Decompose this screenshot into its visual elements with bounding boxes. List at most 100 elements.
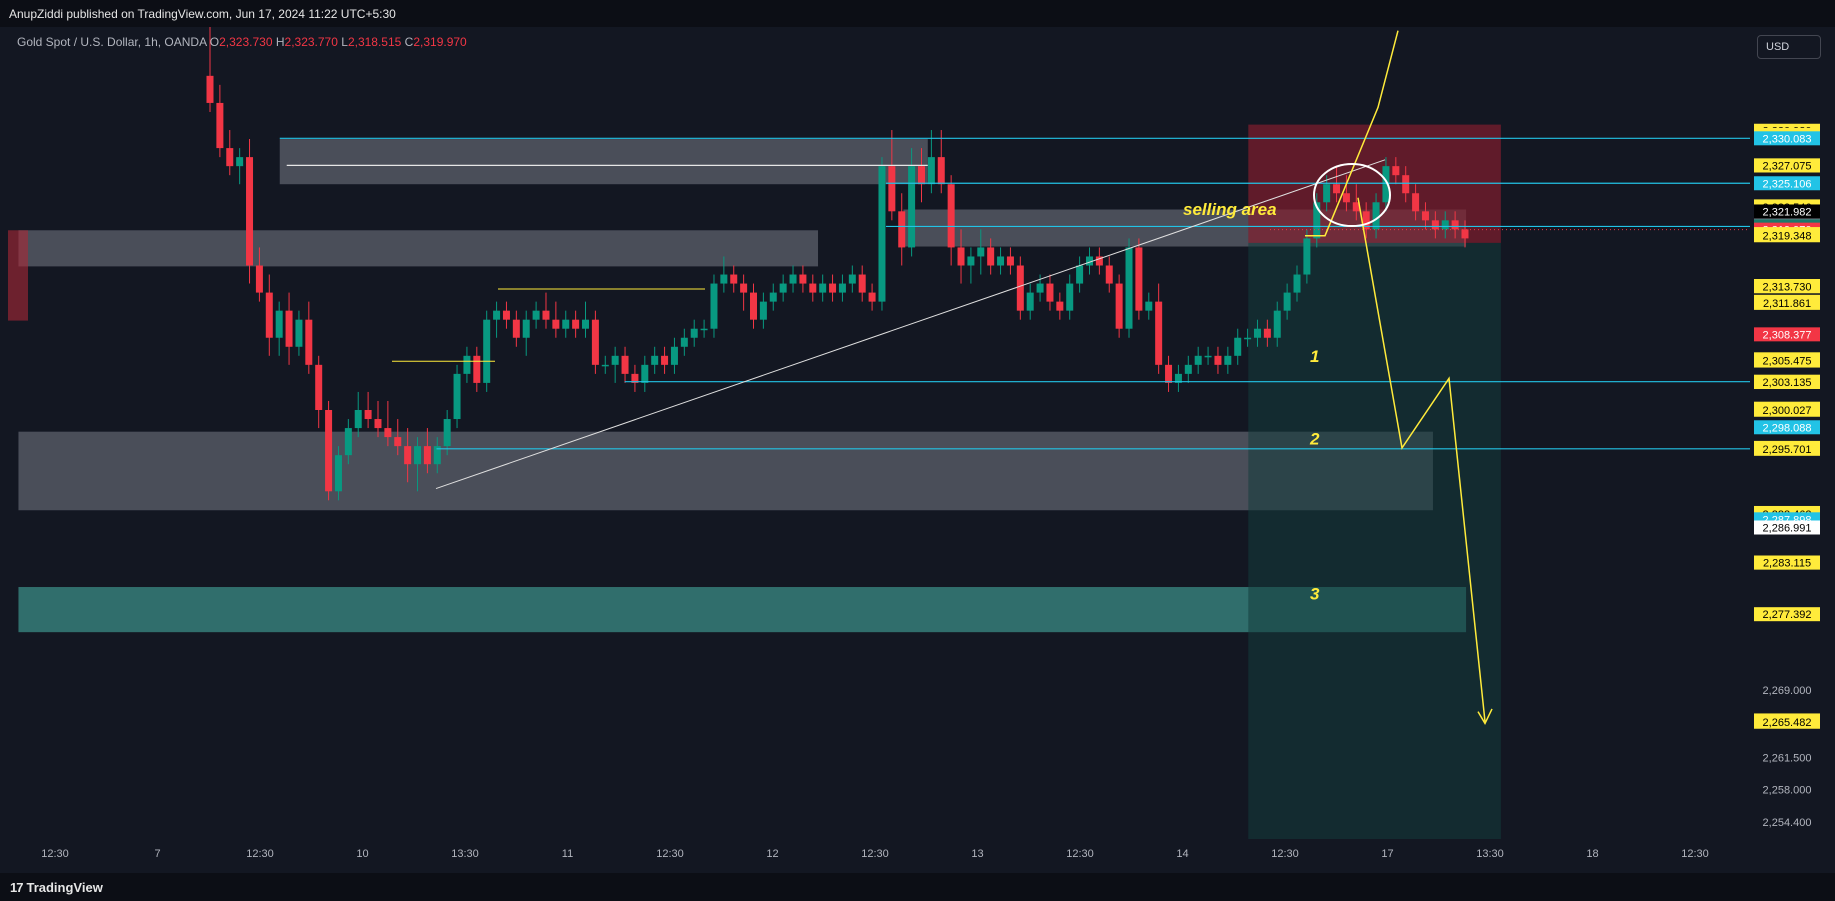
candle-body[interactable] bbox=[463, 355, 471, 374]
candle-body[interactable] bbox=[1174, 373, 1182, 383]
candle-body[interactable] bbox=[601, 364, 609, 367]
candle-body[interactable] bbox=[384, 428, 392, 438]
candle-body[interactable] bbox=[1066, 283, 1074, 311]
candle-body[interactable] bbox=[917, 166, 925, 185]
projection-path-down[interactable] bbox=[1357, 197, 1486, 722]
candle-body[interactable] bbox=[552, 319, 560, 329]
candle-body[interactable] bbox=[661, 355, 669, 365]
candle-body[interactable] bbox=[750, 292, 758, 320]
candle-body[interactable] bbox=[414, 446, 422, 465]
candle-body[interactable] bbox=[305, 319, 313, 365]
candle-body[interactable] bbox=[591, 319, 599, 365]
candle-body[interactable] bbox=[1165, 364, 1173, 383]
candle-body[interactable] bbox=[334, 455, 342, 492]
candle-body[interactable] bbox=[1263, 328, 1271, 338]
candle-body[interactable] bbox=[1283, 292, 1291, 311]
candle-body[interactable] bbox=[483, 319, 491, 383]
candle-body[interactable] bbox=[720, 274, 728, 284]
candle-body[interactable] bbox=[285, 310, 293, 347]
candle-body[interactable] bbox=[315, 364, 323, 411]
candle-body[interactable] bbox=[1461, 229, 1469, 239]
candle-body[interactable] bbox=[868, 292, 876, 302]
candle-body[interactable] bbox=[1026, 292, 1034, 311]
candle-body[interactable] bbox=[1303, 238, 1311, 275]
candle-body[interactable] bbox=[1204, 355, 1212, 358]
candle-body[interactable] bbox=[1214, 355, 1222, 365]
candle-body[interactable] bbox=[1194, 355, 1202, 365]
candle-body[interactable] bbox=[878, 166, 886, 302]
candle-body[interactable] bbox=[1016, 265, 1024, 311]
candle-body[interactable] bbox=[295, 319, 303, 347]
candle-body[interactable] bbox=[987, 247, 995, 266]
candle-body[interactable] bbox=[908, 166, 916, 248]
candle-body[interactable] bbox=[829, 283, 837, 293]
candle-body[interactable] bbox=[522, 319, 530, 338]
tradingview-logo[interactable]: 17 TradingView bbox=[10, 880, 103, 895]
candle-body[interactable] bbox=[1184, 364, 1192, 374]
candle-body[interactable] bbox=[759, 301, 767, 320]
candle-body[interactable] bbox=[1253, 328, 1261, 338]
candle-body[interactable] bbox=[740, 283, 748, 293]
candle-body[interactable] bbox=[1402, 175, 1410, 194]
candle-body[interactable] bbox=[1451, 220, 1459, 230]
candle-body[interactable] bbox=[433, 446, 441, 465]
candle-body[interactable] bbox=[957, 247, 965, 266]
candle-body[interactable] bbox=[443, 419, 451, 447]
candle-body[interactable] bbox=[651, 355, 659, 365]
candle-body[interactable] bbox=[1056, 301, 1064, 311]
candle-body[interactable] bbox=[1125, 247, 1133, 329]
currency-selector[interactable]: USD bbox=[1757, 35, 1821, 59]
price-chart[interactable]: selling area1232,330.9202,330.4542,330.1… bbox=[0, 27, 1835, 873]
candle-body[interactable] bbox=[1135, 247, 1143, 311]
candle-body[interactable] bbox=[562, 319, 570, 329]
candle-body[interactable] bbox=[888, 166, 896, 212]
time-axis[interactable] bbox=[0, 847, 1835, 873]
candle-body[interactable] bbox=[1145, 301, 1153, 311]
candle-body[interactable] bbox=[1323, 184, 1331, 203]
candle-body[interactable] bbox=[1085, 256, 1093, 266]
candle-body[interactable] bbox=[226, 148, 234, 167]
candle-body[interactable] bbox=[1441, 220, 1449, 230]
candle-body[interactable] bbox=[394, 437, 402, 447]
candle-body[interactable] bbox=[997, 256, 1005, 266]
candle-body[interactable] bbox=[216, 102, 224, 149]
candle-body[interactable] bbox=[611, 355, 619, 365]
candle-body[interactable] bbox=[848, 274, 856, 284]
candle-body[interactable] bbox=[1372, 202, 1380, 230]
candle-body[interactable] bbox=[769, 292, 777, 302]
candle-body[interactable] bbox=[690, 328, 698, 338]
candle-body[interactable] bbox=[354, 410, 362, 429]
candle-body[interactable] bbox=[1095, 256, 1103, 266]
candle-body[interactable] bbox=[572, 319, 580, 329]
candle-body[interactable] bbox=[255, 265, 263, 293]
candle-body[interactable] bbox=[1382, 166, 1390, 203]
candle-body[interactable] bbox=[858, 274, 866, 293]
candle-body[interactable] bbox=[325, 410, 333, 492]
candle-body[interactable] bbox=[1412, 193, 1420, 212]
candle-body[interactable] bbox=[275, 310, 283, 338]
candle-body[interactable] bbox=[1293, 274, 1301, 293]
candle-body[interactable] bbox=[1036, 283, 1044, 293]
candle-body[interactable] bbox=[937, 157, 945, 185]
candle-body[interactable] bbox=[1224, 355, 1232, 365]
candle-body[interactable] bbox=[621, 355, 629, 374]
candle-body[interactable] bbox=[1333, 184, 1341, 194]
candle-body[interactable] bbox=[809, 283, 817, 293]
candle-body[interactable] bbox=[1006, 256, 1014, 266]
candle-body[interactable] bbox=[236, 157, 244, 167]
candle-body[interactable] bbox=[1046, 283, 1054, 302]
candle-body[interactable] bbox=[344, 428, 352, 456]
candle-body[interactable] bbox=[670, 346, 678, 365]
candle-body[interactable] bbox=[680, 337, 688, 347]
candle-body[interactable] bbox=[1431, 220, 1439, 230]
candle-body[interactable] bbox=[838, 283, 846, 293]
trendline[interactable] bbox=[435, 159, 1386, 490]
candle-body[interactable] bbox=[493, 310, 501, 320]
candle-body[interactable] bbox=[1244, 337, 1252, 340]
candle-body[interactable] bbox=[898, 211, 906, 248]
candle-body[interactable] bbox=[1115, 283, 1123, 329]
candle-body[interactable] bbox=[374, 419, 382, 429]
candle-body[interactable] bbox=[967, 256, 975, 266]
candle-body[interactable] bbox=[779, 283, 787, 293]
candle-body[interactable] bbox=[1313, 202, 1321, 239]
